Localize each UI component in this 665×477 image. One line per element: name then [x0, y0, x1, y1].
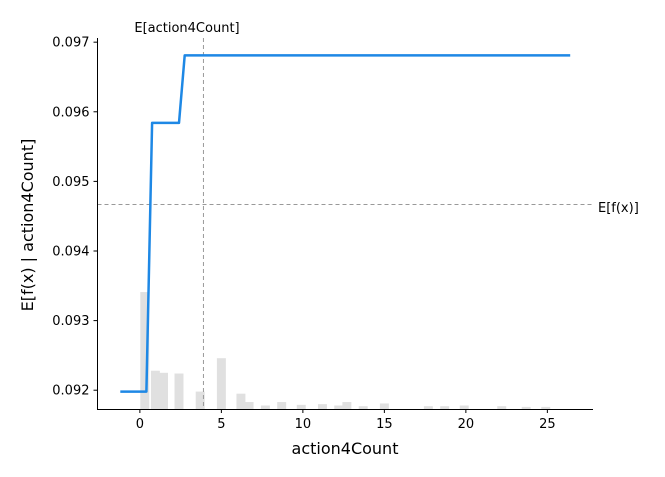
x-tick-label: 15	[376, 417, 393, 432]
histogram-bar	[317, 404, 327, 409]
y-tick-label: 0.095	[52, 175, 89, 190]
histogram-bar	[296, 404, 306, 409]
histogram-bar	[150, 370, 160, 409]
histogram-bar	[195, 391, 205, 409]
histogram-bar	[174, 373, 184, 409]
histogram-bar	[277, 402, 287, 409]
histogram-bar	[459, 405, 469, 409]
x-tick-label: 0	[136, 417, 144, 432]
histogram-bar	[216, 358, 226, 409]
y-tick-label: 0.092	[52, 384, 89, 399]
histogram-bar	[541, 406, 551, 409]
expected-value-label: E[f(x)]	[598, 201, 639, 216]
histogram-bar	[159, 372, 168, 409]
histogram-bar	[440, 406, 450, 409]
histogram-bar	[244, 402, 254, 409]
x-tick-label: 5	[217, 417, 225, 432]
dependence-line	[120, 54, 571, 393]
histogram-bar	[140, 292, 150, 409]
histogram-bar	[236, 393, 246, 409]
histogram-bar	[334, 405, 344, 409]
histogram-bar	[423, 406, 433, 409]
histogram-bar	[260, 405, 270, 409]
x-tick-label: 10	[295, 417, 312, 432]
feature-mean-label: E[action4Count]	[134, 21, 239, 36]
axes	[97, 38, 593, 410]
y-tick-label: 0.096	[52, 105, 89, 120]
histogram-bar	[358, 406, 368, 409]
x-axis-title: action4Count	[292, 439, 399, 458]
x-tick-label: 25	[539, 417, 556, 432]
y-tick-label: 0.097	[52, 36, 89, 51]
reference-lines	[97, 38, 593, 409]
histogram-bar	[342, 402, 352, 409]
histogram-bar	[497, 406, 507, 409]
y-axis-title: E[f(x) | action4Count]	[18, 139, 37, 312]
histogram-bars	[140, 292, 551, 409]
histogram-bar	[379, 403, 389, 409]
dependence-line-group	[120, 54, 571, 393]
ticks: 0 5 10 15 20 25 0.092 0.093 0.094 0.095 0.096 0.097	[52, 36, 555, 432]
x-tick-label: 20	[458, 417, 475, 432]
y-tick-label: 0.093	[52, 314, 89, 329]
y-tick-label: 0.094	[52, 244, 89, 259]
histogram-bar	[521, 406, 531, 409]
